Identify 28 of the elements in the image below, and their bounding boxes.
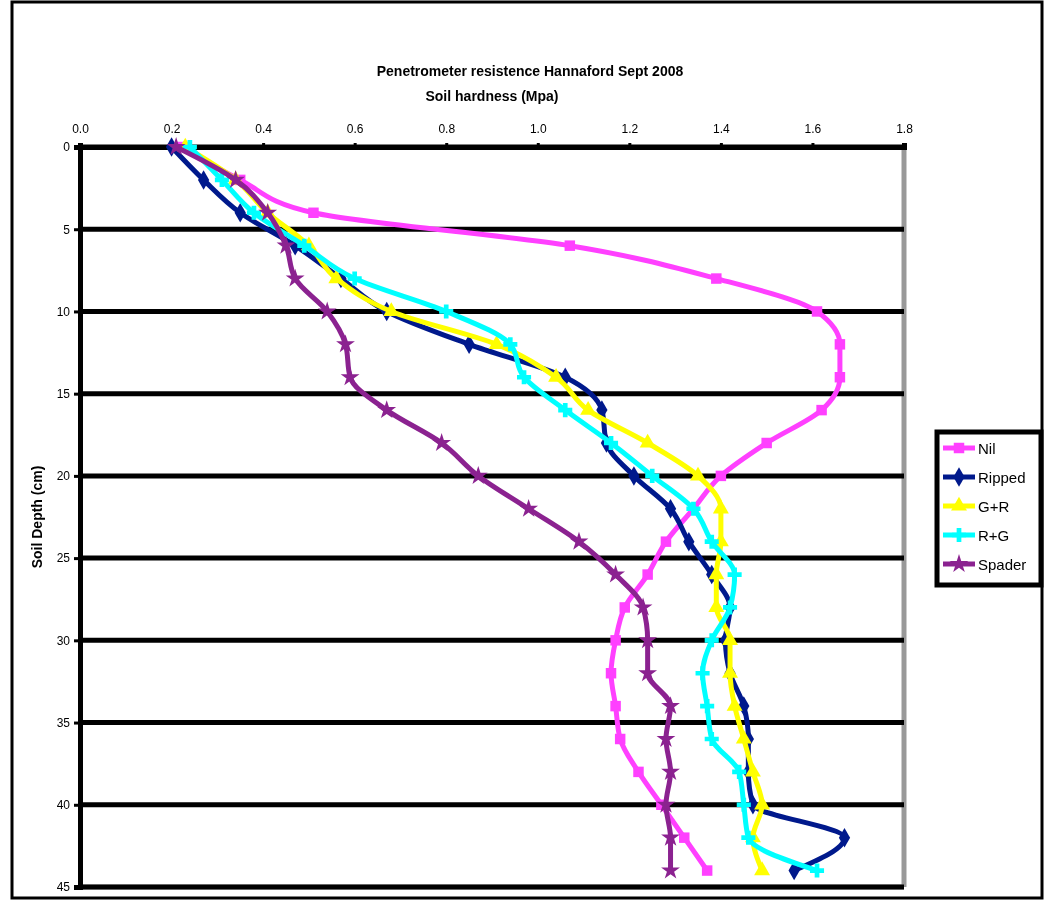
y-tick-label: 0: [63, 140, 71, 155]
legend-label: Ripped: [978, 469, 1026, 486]
y-tick-label: 20: [56, 469, 71, 484]
y-tick-label: 10: [56, 304, 71, 319]
y-tick-label: 30: [56, 633, 71, 648]
y-tick-label: 15: [56, 387, 71, 402]
y-tick-label: 25: [56, 551, 71, 566]
x-tick-label: 1.0: [529, 122, 547, 136]
x-tick-label: 0.2: [163, 122, 181, 136]
legend-label: Spader: [978, 556, 1027, 573]
x-tick-label: 0.8: [438, 122, 456, 136]
x-tick-label: 0.0: [72, 122, 90, 136]
x-tick-label: 1.2: [621, 122, 639, 136]
legend-label: R+G: [978, 527, 1010, 544]
x-tick-label: 1.6: [804, 122, 822, 136]
y-tick-label: 35: [56, 715, 71, 730]
y-tick-label: 40: [56, 798, 71, 813]
chart-title: Penetrometer resistence Hannaford Sept 2008: [376, 63, 684, 79]
y-tick-label: 45: [56, 880, 71, 895]
legend-label: Nil: [978, 440, 996, 457]
y-axis-title: Soil Depth (cm): [29, 465, 45, 569]
x-tick-label: 0.4: [255, 122, 273, 136]
legend-label: G+R: [978, 498, 1010, 515]
x-tick-label: 1.8: [896, 122, 914, 136]
x-axis-title: Soil hardness (Mpa): [425, 88, 559, 104]
x-tick-label: 1.4: [713, 122, 731, 136]
y-tick-label: 5: [63, 222, 71, 237]
x-tick-label: 0.6: [346, 122, 364, 136]
